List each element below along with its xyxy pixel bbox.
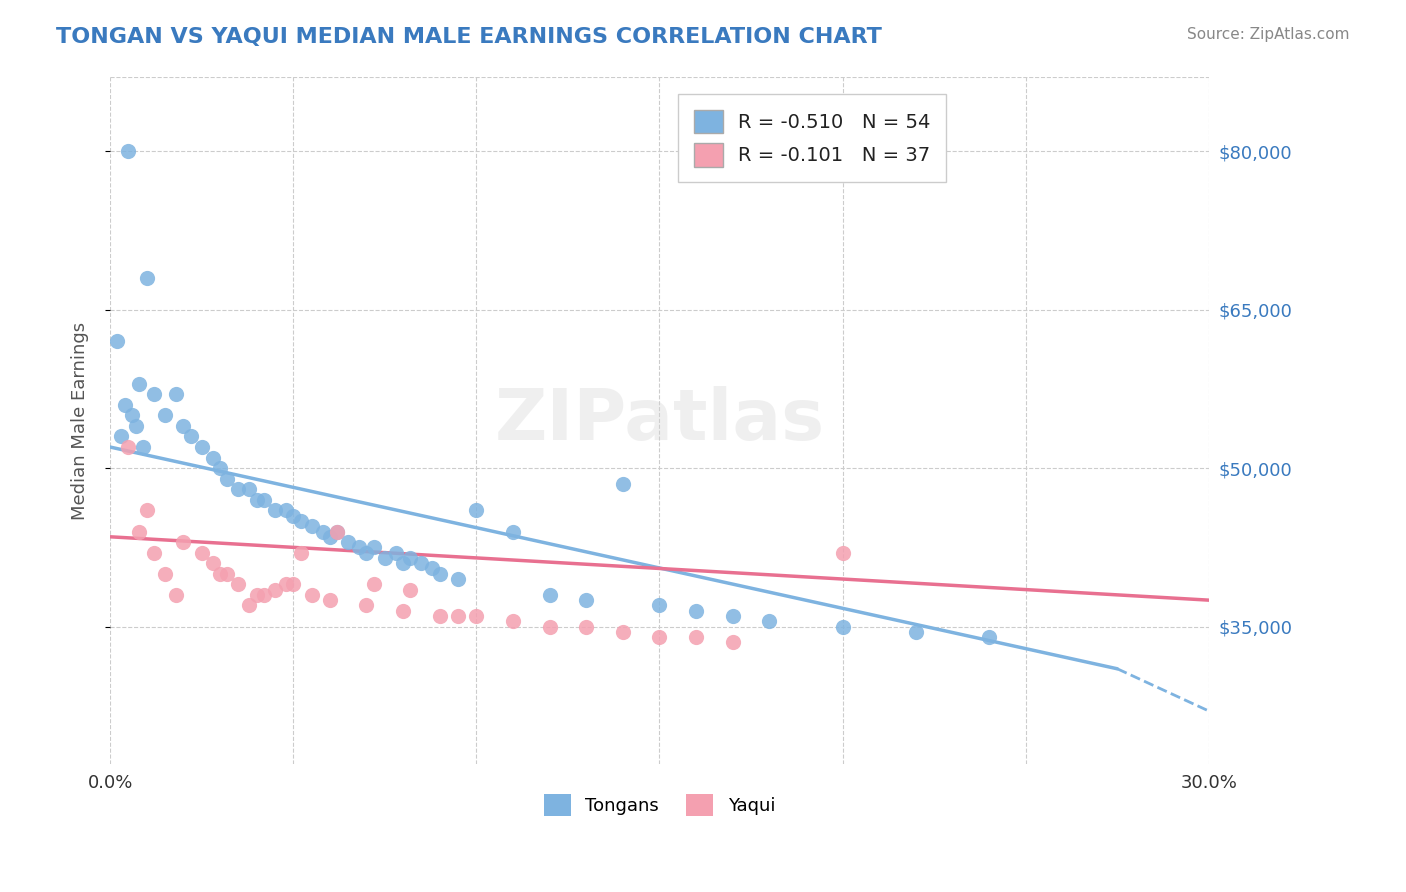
Point: [422, 561, 444, 575]
Point: [319, 530, 342, 544]
Point: [105, 334, 128, 349]
Point: [977, 630, 1000, 644]
Point: [685, 630, 707, 644]
Text: Source: ZipAtlas.com: Source: ZipAtlas.com: [1187, 27, 1350, 42]
Point: [399, 582, 422, 597]
Point: [283, 577, 305, 591]
Point: [217, 566, 239, 581]
Point: [274, 503, 297, 517]
Point: [392, 604, 415, 618]
Point: [363, 577, 385, 591]
Point: [575, 619, 598, 633]
Point: [648, 599, 671, 613]
Point: [153, 409, 176, 423]
Point: [153, 566, 176, 581]
Point: [253, 588, 276, 602]
Point: [337, 535, 360, 549]
Point: [114, 398, 136, 412]
Point: [685, 604, 707, 618]
Point: [201, 450, 224, 465]
Point: [326, 524, 349, 539]
Point: [264, 503, 287, 517]
Point: [226, 577, 249, 591]
Point: [132, 440, 155, 454]
Point: [238, 599, 260, 613]
Point: [538, 619, 561, 633]
Text: TONGAN VS YAQUI MEDIAN MALE EARNINGS CORRELATION CHART: TONGAN VS YAQUI MEDIAN MALE EARNINGS COR…: [56, 27, 882, 46]
Point: [356, 599, 378, 613]
Point: [128, 524, 150, 539]
Point: [283, 508, 305, 523]
Point: [648, 630, 671, 644]
Point: [411, 556, 433, 570]
Point: [429, 609, 451, 624]
Point: [326, 524, 349, 539]
Point: [447, 572, 470, 586]
Point: [264, 582, 287, 597]
Point: [399, 550, 422, 565]
Point: [117, 440, 139, 454]
Point: [301, 519, 323, 533]
Point: [143, 387, 166, 401]
Point: [290, 546, 312, 560]
Point: [121, 409, 143, 423]
Point: [190, 440, 212, 454]
Point: [429, 566, 451, 581]
Point: [465, 503, 488, 517]
Point: [831, 619, 853, 633]
Point: [172, 418, 194, 433]
Point: [319, 593, 342, 607]
Point: [190, 546, 212, 560]
Point: [172, 535, 194, 549]
Point: [384, 546, 406, 560]
Point: [538, 588, 561, 602]
Point: [363, 541, 385, 555]
Point: [245, 588, 267, 602]
Point: [117, 145, 139, 159]
Point: [217, 472, 239, 486]
Point: [274, 577, 297, 591]
Point: [347, 541, 370, 555]
Point: [201, 556, 224, 570]
Legend: Tongans, Yaqui: Tongans, Yaqui: [537, 787, 782, 823]
Point: [502, 524, 524, 539]
Point: [904, 624, 927, 639]
Point: [612, 477, 634, 491]
Point: [128, 376, 150, 391]
Point: [208, 566, 231, 581]
Point: [165, 387, 187, 401]
Point: [125, 418, 148, 433]
Point: [208, 461, 231, 475]
Point: [721, 609, 744, 624]
Point: [226, 483, 249, 497]
Point: [238, 483, 260, 497]
Point: [110, 429, 132, 443]
Point: [245, 492, 267, 507]
Point: [575, 593, 598, 607]
Point: [447, 609, 470, 624]
Point: [721, 635, 744, 649]
Point: [143, 546, 166, 560]
Point: [356, 546, 378, 560]
Point: [392, 556, 415, 570]
Point: [301, 588, 323, 602]
Point: [831, 546, 853, 560]
Point: [612, 624, 634, 639]
Point: [135, 503, 157, 517]
Y-axis label: Median Male Earnings: Median Male Earnings: [72, 322, 89, 520]
Point: [290, 514, 312, 528]
Point: [374, 550, 396, 565]
Point: [253, 492, 276, 507]
Point: [165, 588, 187, 602]
Point: [135, 271, 157, 285]
Point: [311, 524, 333, 539]
Point: [758, 614, 780, 628]
Point: [502, 614, 524, 628]
Point: [465, 609, 488, 624]
Point: [180, 429, 202, 443]
Text: ZIPatlas: ZIPatlas: [495, 386, 824, 455]
